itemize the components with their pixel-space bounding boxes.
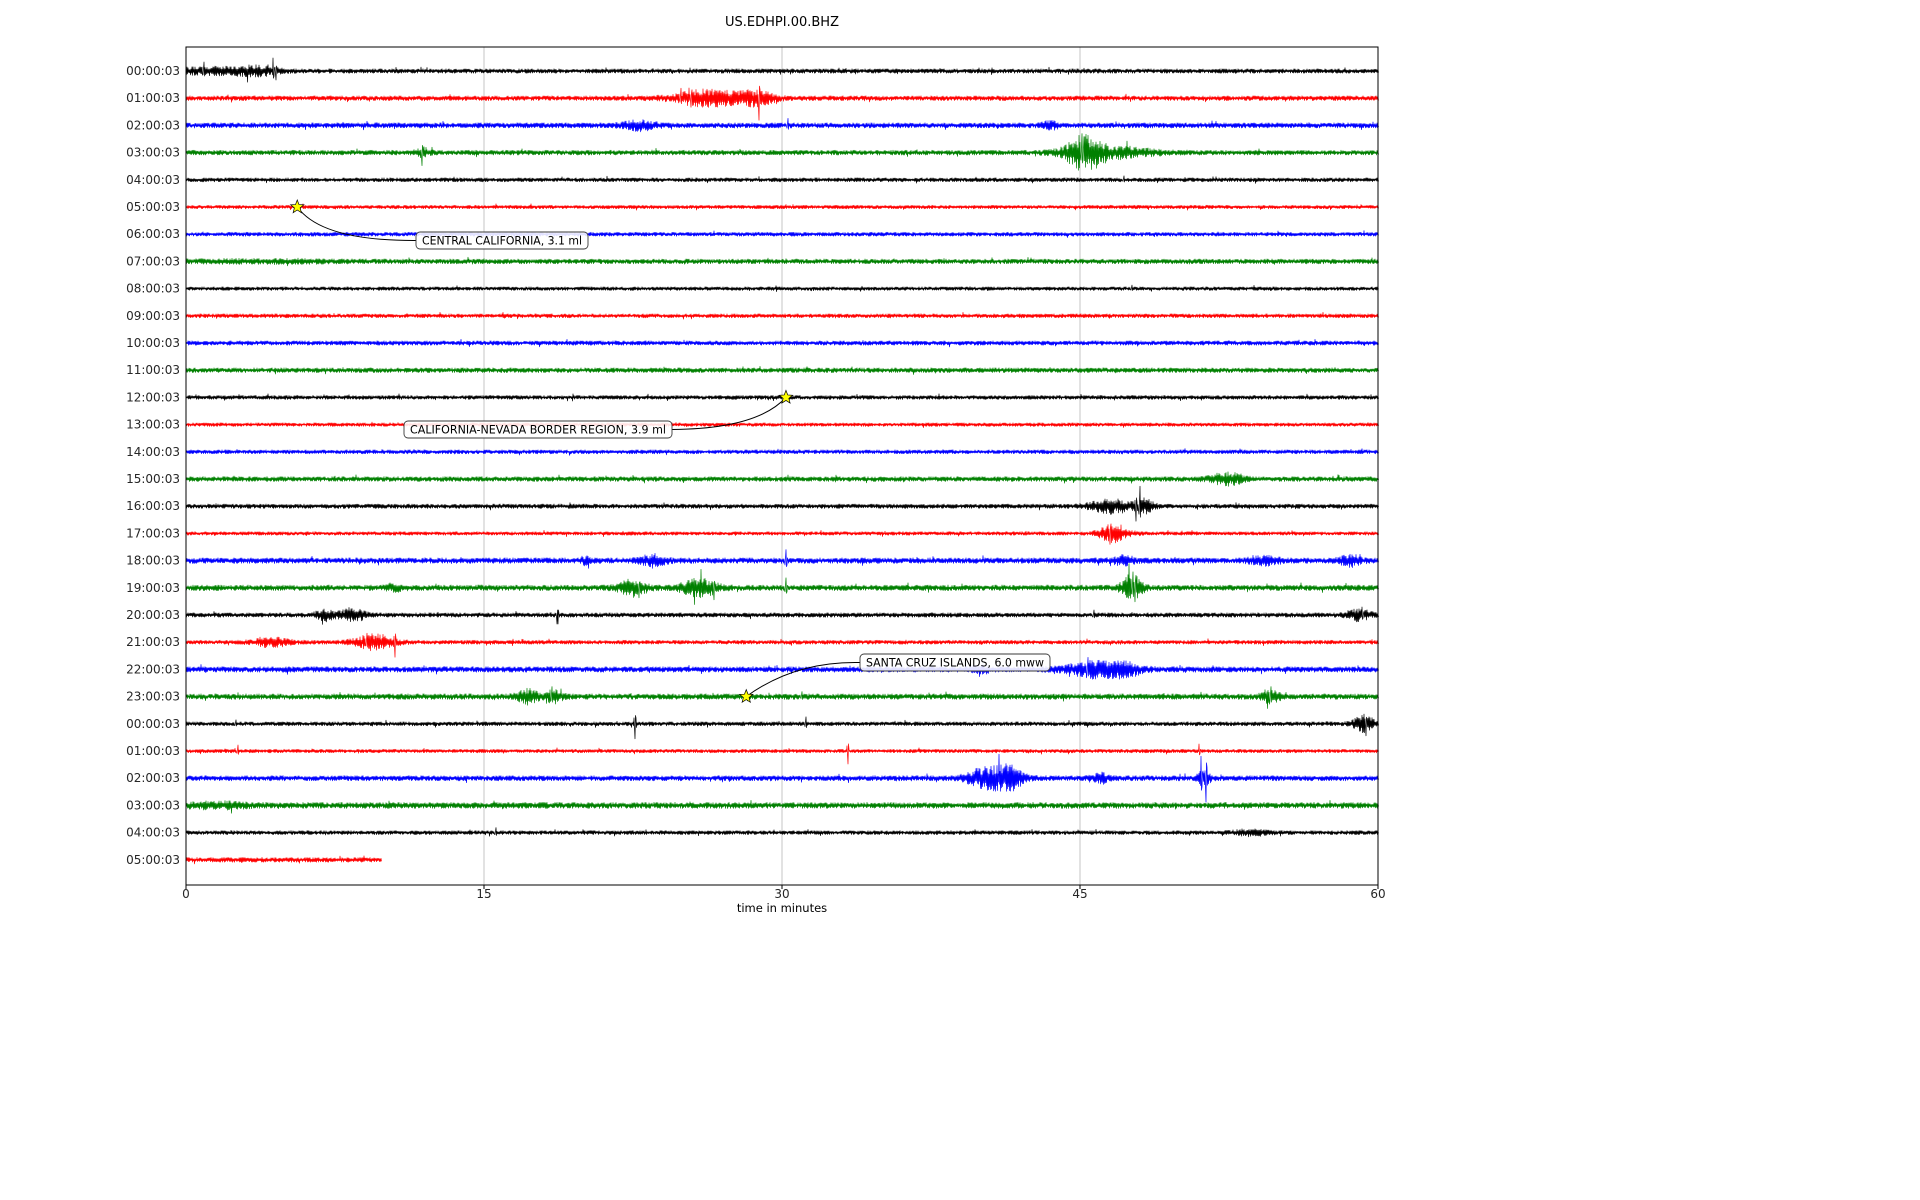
trace-line xyxy=(185,753,1379,803)
trace-line xyxy=(185,471,1379,487)
trace-line xyxy=(185,549,1379,569)
trace-line xyxy=(185,175,1379,184)
trace-time-label: 05:00:03 xyxy=(126,853,180,867)
trace-time-label: 01:00:03 xyxy=(126,91,180,105)
annotation-label: CALIFORNIA-NEVADA BORDER REGION, 3.9 ml xyxy=(410,423,666,437)
trace-line xyxy=(185,713,1379,740)
annotation-label: CENTRAL CALIFORNIA, 3.1 ml xyxy=(422,234,582,248)
x-tick-label: 15 xyxy=(476,887,491,901)
trace-time-label: 17:00:03 xyxy=(126,526,180,540)
trace-time-label: 01:00:03 xyxy=(126,744,180,758)
trace-time-label: 14:00:03 xyxy=(126,445,180,459)
trace-time-label: 08:00:03 xyxy=(126,282,180,296)
trace-line xyxy=(185,85,1379,121)
x-axis-label: time in minutes xyxy=(736,901,828,915)
trace-time-label: 10:00:03 xyxy=(126,336,180,350)
trace-line xyxy=(185,855,382,865)
trace-time-label: 05:00:03 xyxy=(126,200,180,214)
trace-line xyxy=(185,743,1379,765)
trace-line xyxy=(185,338,1379,348)
x-tick-label: 30 xyxy=(774,887,789,901)
trace-line xyxy=(185,606,1379,625)
trace-time-label: 02:00:03 xyxy=(126,771,180,785)
trace-line xyxy=(185,57,1379,83)
trace-time-label: 02:00:03 xyxy=(126,118,180,132)
trace-time-label: 21:00:03 xyxy=(126,635,180,649)
trace-time-label: 19:00:03 xyxy=(126,581,180,595)
trace-line xyxy=(185,311,1379,320)
annotation-label: SANTA CRUZ ISLANDS, 6.0 mww xyxy=(866,656,1044,670)
trace-line xyxy=(185,563,1379,605)
trace-line xyxy=(185,230,1379,238)
annotation-box xyxy=(415,231,589,250)
trace-line xyxy=(185,523,1379,545)
trace-line xyxy=(185,133,1379,171)
trace-time-label: 16:00:03 xyxy=(126,499,180,513)
trace-line xyxy=(185,284,1379,292)
event-star-icon xyxy=(738,688,754,704)
trace-line xyxy=(185,485,1379,522)
trace-time-label: 11:00:03 xyxy=(126,363,180,377)
trace-time-label: 18:00:03 xyxy=(126,554,180,568)
trace-time-label: 00:00:03 xyxy=(126,64,180,78)
trace-line xyxy=(185,256,1379,267)
trace-time-label: 03:00:03 xyxy=(126,146,180,160)
trace-line xyxy=(185,421,1379,429)
trace-time-label: 22:00:03 xyxy=(126,662,180,676)
trace-time-label: 04:00:03 xyxy=(126,826,180,840)
x-tick-label: 0 xyxy=(182,887,190,901)
trace-time-label: 12:00:03 xyxy=(126,390,180,404)
trace-line xyxy=(185,203,1379,211)
trace-line xyxy=(185,118,1379,133)
trace-line xyxy=(185,686,1379,709)
annotation-connector xyxy=(671,397,787,430)
trace-time-label: 13:00:03 xyxy=(126,418,180,432)
trace-line xyxy=(185,448,1379,456)
trace-time-label: 04:00:03 xyxy=(126,173,180,187)
annotation-connector xyxy=(745,661,861,698)
x-tick-label: 45 xyxy=(1072,887,1087,901)
trace-line xyxy=(185,657,1379,680)
trace-time-label: 00:00:03 xyxy=(126,717,180,731)
trace-time-label: 15:00:03 xyxy=(126,472,180,486)
trace-line xyxy=(185,366,1379,375)
trace-time-label: 03:00:03 xyxy=(126,798,180,812)
annotation-box xyxy=(403,420,673,439)
trace-line xyxy=(185,827,1379,838)
annotation-connector xyxy=(296,206,417,242)
trace-time-label: 07:00:03 xyxy=(126,254,180,268)
plot-title: US.EDHPI.00.BHZ xyxy=(725,15,839,30)
trace-time-label: 20:00:03 xyxy=(126,608,180,622)
trace-time-label: 09:00:03 xyxy=(126,309,180,323)
x-tick-label: 60 xyxy=(1370,887,1385,901)
annotation-box xyxy=(859,653,1051,672)
trace-time-label: 06:00:03 xyxy=(126,227,180,241)
trace-line xyxy=(185,632,1379,658)
event-star-icon xyxy=(289,199,305,214)
trace-time-label: 23:00:03 xyxy=(126,690,180,704)
trace-line xyxy=(185,800,1379,814)
event-star-icon xyxy=(778,389,794,404)
